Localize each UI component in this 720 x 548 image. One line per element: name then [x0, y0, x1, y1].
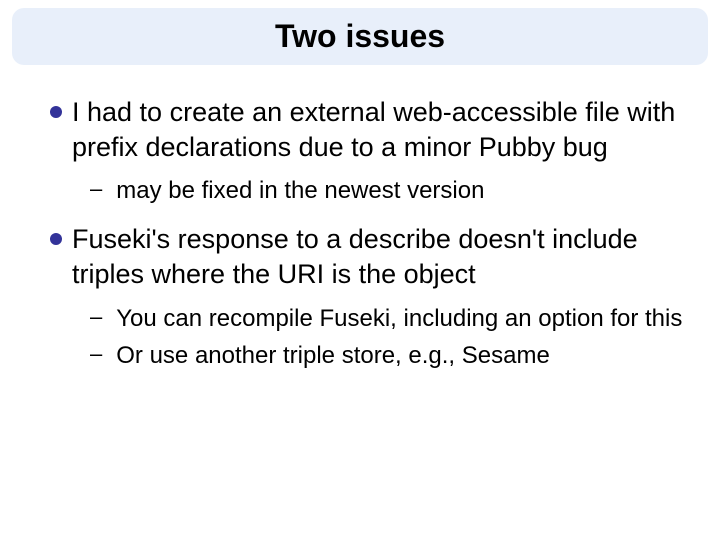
- dash-icon: –: [90, 340, 102, 369]
- slide-content: I had to create an external web-accessib…: [0, 65, 720, 371]
- sub-text: may be fixed in the newest version: [116, 175, 484, 206]
- bullet-text: Fuseki's response to a describe doesn't …: [72, 222, 690, 292]
- bullet-text: I had to create an external web-accessib…: [72, 95, 690, 165]
- title-bar: Two issues: [12, 8, 708, 65]
- sub-text: Or use another triple store, e.g., Sesam…: [116, 340, 550, 371]
- sub-text: You can recompile Fuseki, including an o…: [116, 303, 682, 334]
- bullet-item: Fuseki's response to a describe doesn't …: [50, 222, 690, 292]
- dash-icon: –: [90, 175, 102, 204]
- sub-list: – You can recompile Fuseki, including an…: [50, 303, 690, 371]
- sub-list: – may be fixed in the newest version: [50, 175, 690, 206]
- bullet-item: I had to create an external web-accessib…: [50, 95, 690, 165]
- slide-title: Two issues: [12, 18, 708, 55]
- sub-item: – You can recompile Fuseki, including an…: [90, 303, 690, 334]
- bullet-dot-icon: [50, 106, 62, 118]
- sub-item: – Or use another triple store, e.g., Ses…: [90, 340, 690, 371]
- bullet-dot-icon: [50, 233, 62, 245]
- dash-icon: –: [90, 303, 102, 332]
- slide-container: Two issues I had to create an external w…: [0, 8, 720, 548]
- sub-item: – may be fixed in the newest version: [90, 175, 690, 206]
